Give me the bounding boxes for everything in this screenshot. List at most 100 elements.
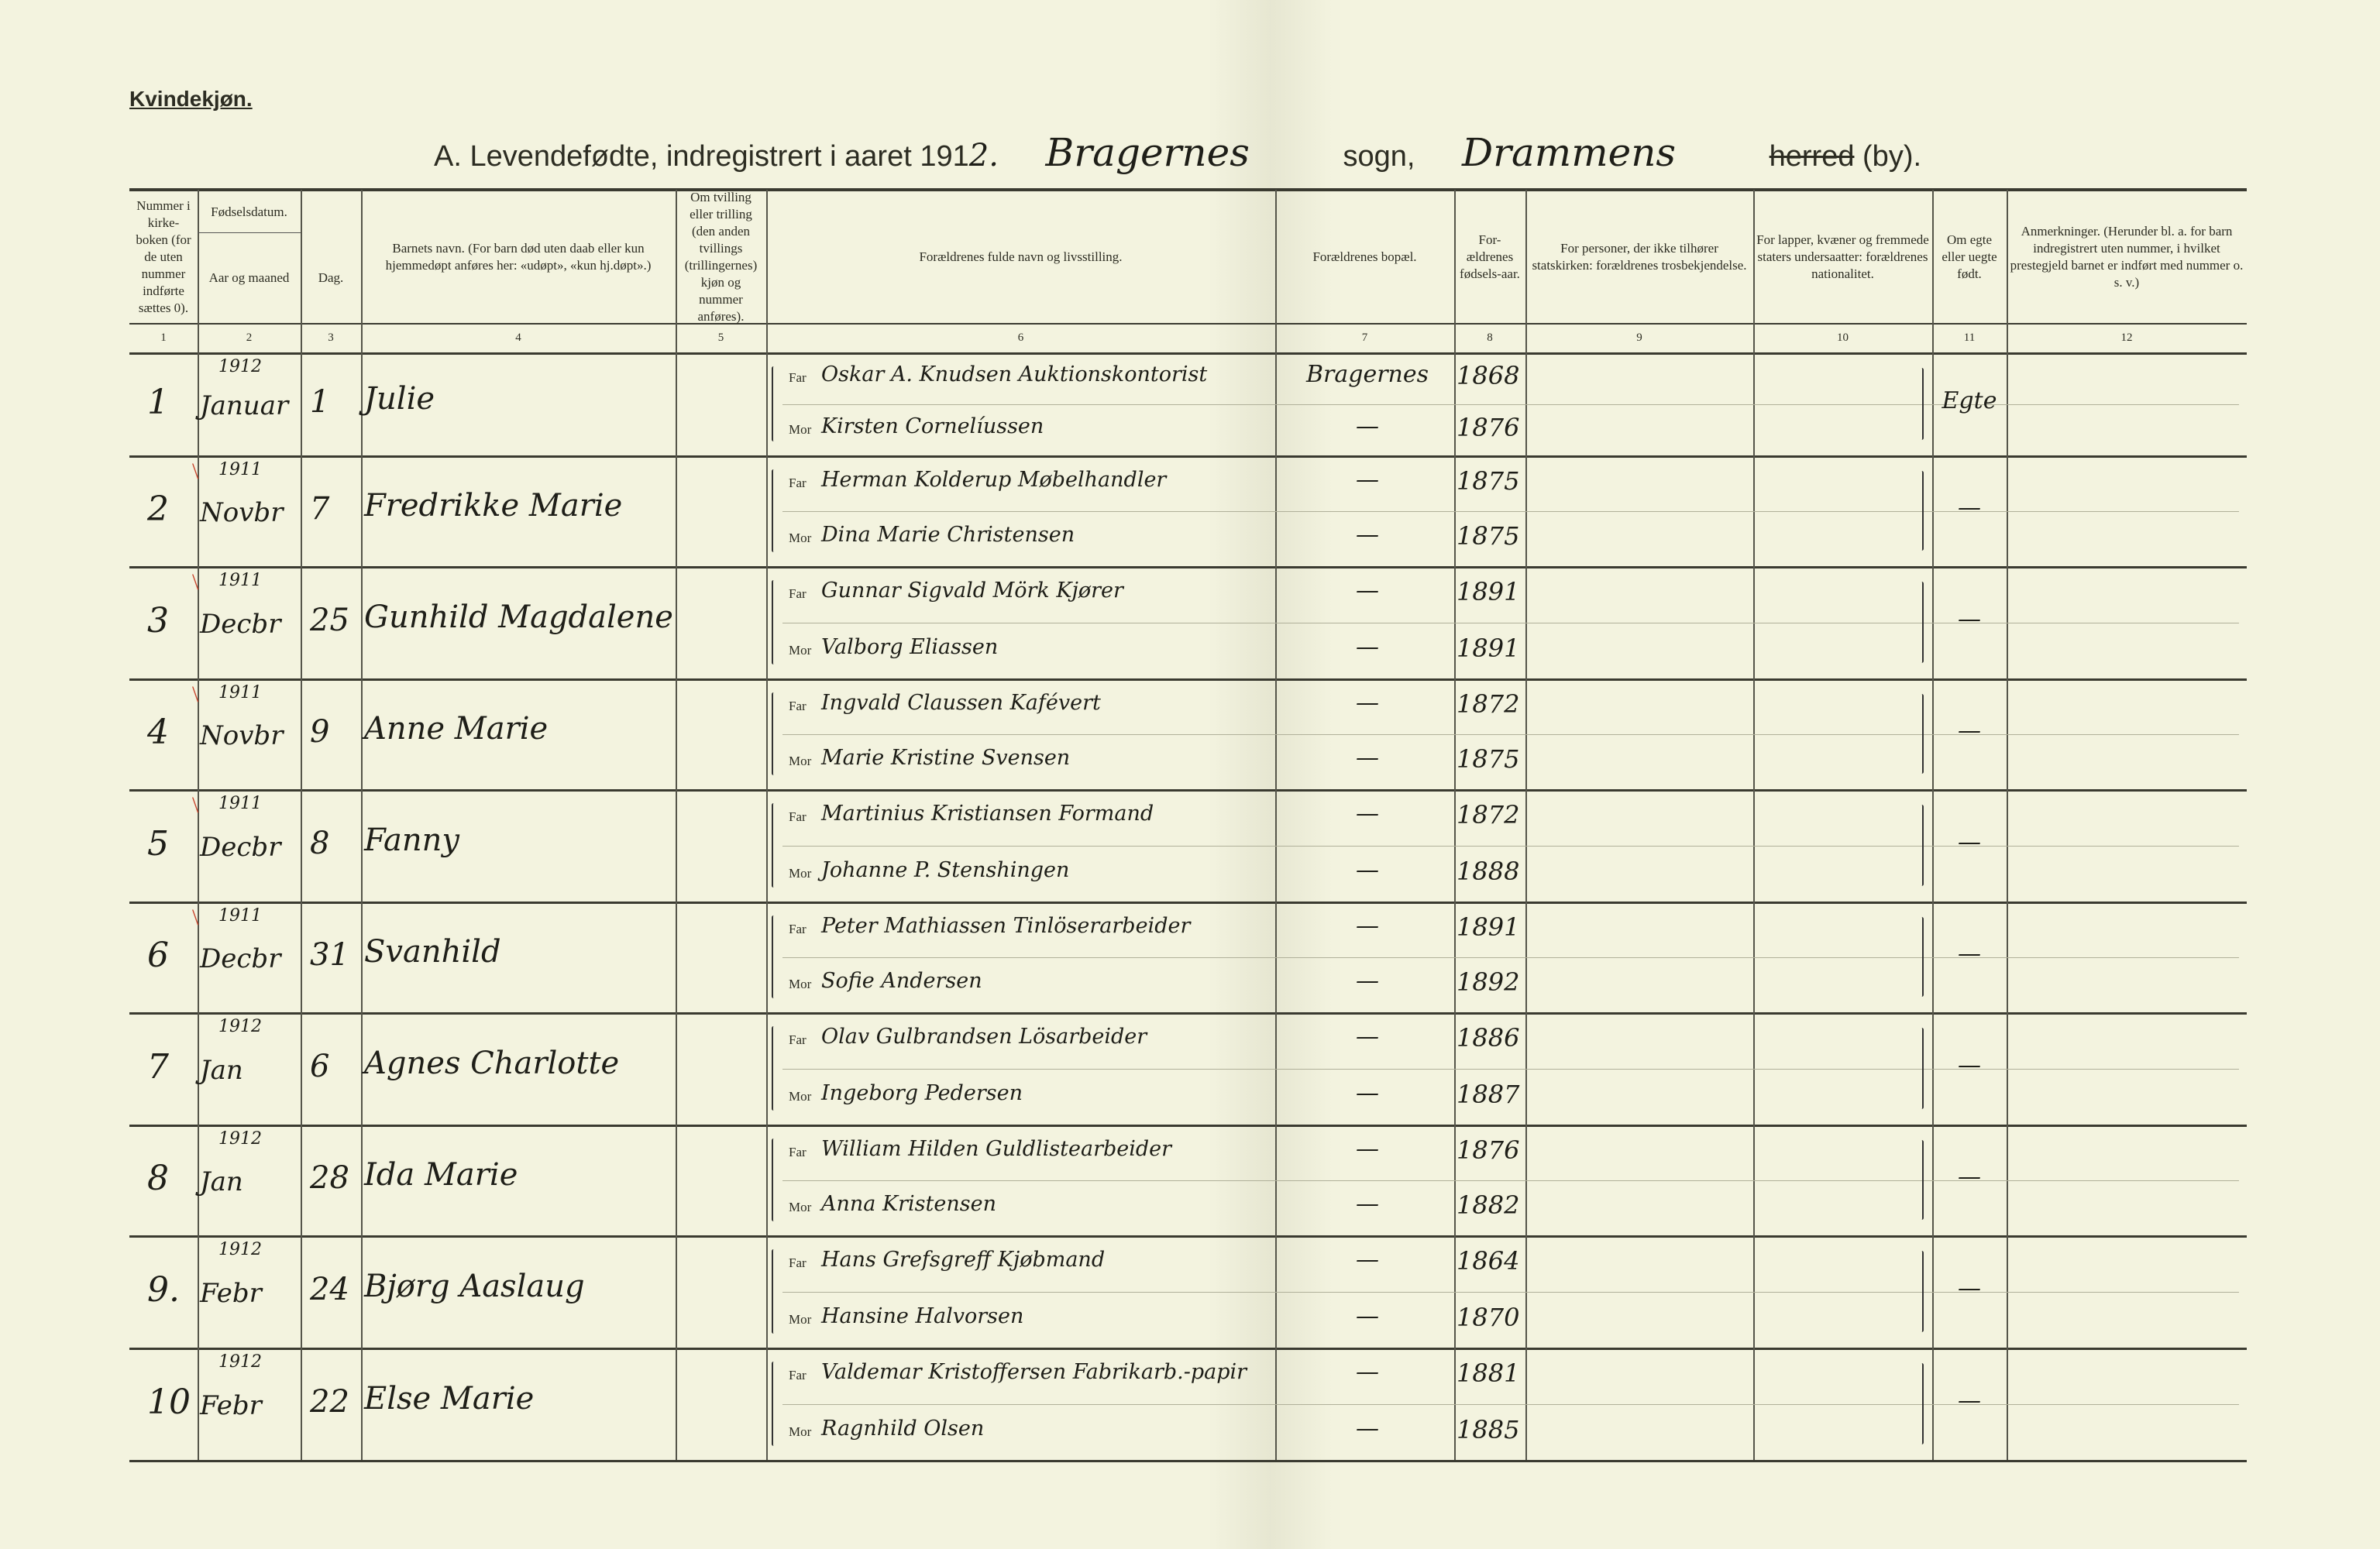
column-number: 11	[1963, 331, 1976, 344]
father-residence: —	[1356, 1246, 1379, 1274]
mor-label: Mor	[789, 865, 812, 881]
far-label: Far	[789, 1144, 807, 1159]
father-birth-year: 1868	[1457, 361, 1520, 391]
father-residence: —	[1356, 800, 1379, 828]
column-header-7: Forældrenes bopæl.	[1312, 249, 1417, 264]
birth-year: 1911	[218, 906, 262, 926]
mother-birth-year: 1892	[1457, 967, 1520, 998]
birth-year: 1912	[218, 1017, 262, 1036]
mother-residence: —	[1356, 967, 1379, 995]
mother-name: Hansine Halvorsen	[821, 1303, 1024, 1328]
far-mor-divider	[782, 1291, 2239, 1293]
parents-brace	[772, 1249, 776, 1334]
father-name-occupation: Valdemar Kristoffersen Fabrikarb.-papir	[821, 1360, 1247, 1385]
legitimacy-brace	[1920, 471, 1924, 551]
birth-year: 1912	[218, 1129, 262, 1149]
mother-name: Marie Kristine Svensen	[821, 746, 1071, 771]
child-name: Fredrikke Marie	[364, 487, 623, 524]
child-name: Svanhild	[364, 933, 501, 970]
father-birth-year: 1891	[1457, 912, 1520, 942]
check-mark-icon: \	[192, 905, 199, 930]
far-mor-divider	[782, 1180, 2239, 1181]
father-name-occupation: Hans Grefsgreff Kjøbmand	[821, 1248, 1106, 1273]
child-name: Anne Marie	[364, 710, 549, 747]
birth-month: Decbr	[200, 831, 281, 863]
column-rule	[361, 190, 363, 1460]
mother-name: Ragnhild Olsen	[821, 1416, 985, 1441]
father-birth-year: 1872	[1457, 689, 1520, 719]
child-name: Julie	[364, 380, 435, 417]
parish-name: Bragernes	[1045, 130, 1250, 175]
legitimacy-brace	[1920, 582, 1924, 663]
birth-day: 25	[310, 602, 349, 638]
column-rule	[301, 190, 302, 1460]
birth-year: 1911	[218, 683, 262, 702]
legitimacy-status: —	[1958, 1163, 1981, 1190]
far-label: Far	[789, 921, 807, 936]
row-rule	[129, 566, 2247, 568]
mor-label: Mor	[789, 421, 812, 437]
birth-year: 1911	[218, 794, 262, 813]
birth-month: Jan	[200, 1054, 243, 1086]
column-header-3: Dag.	[318, 270, 344, 285]
parents-brace	[772, 469, 776, 552]
far-mor-divider	[782, 845, 2239, 847]
father-birth-year: 1876	[1457, 1135, 1520, 1165]
entry-number: 2	[147, 489, 169, 529]
entry-number: 5	[147, 823, 169, 864]
father-residence: Bragernes	[1305, 361, 1429, 389]
father-birth-year: 1864	[1457, 1246, 1520, 1276]
column-header-2: Aar og maaned	[208, 270, 290, 285]
page-fold-shadow	[1209, 0, 1333, 1549]
far-label: Far	[789, 809, 807, 825]
birth-month: Decbr	[200, 943, 281, 974]
far-mor-divider	[782, 404, 2239, 405]
entry-number: 10	[147, 1382, 191, 1422]
child-name: Else Marie	[364, 1380, 535, 1417]
column-header-12: Anmerkninger. (Herunder bl. a. for barn …	[2010, 224, 2244, 290]
birth-day: 22	[310, 1383, 349, 1420]
mother-birth-year: 1875	[1457, 521, 1520, 551]
column-number: 7	[1361, 331, 1368, 344]
mother-birth-year: 1876	[1457, 412, 1520, 442]
birth-month: Januar	[200, 390, 289, 421]
legitimacy-status: Egte	[1941, 386, 1997, 414]
column-rule	[1753, 190, 1755, 1460]
legitimacy-brace	[1920, 368, 1924, 440]
column-rule	[1932, 190, 1934, 1460]
birth-month: Febr	[200, 1277, 262, 1309]
column-rule	[1275, 190, 1277, 1460]
entry-number: 8	[147, 1158, 169, 1198]
date-group-rule	[198, 232, 301, 233]
birth-day: 6	[310, 1048, 330, 1084]
column-rule	[2007, 190, 2008, 1460]
mother-residence: —	[1356, 1079, 1379, 1107]
mother-residence: —	[1356, 633, 1379, 661]
column-header-8: For-ældrenes fødsels-aar.	[1460, 232, 1520, 281]
legitimacy-status: —	[1958, 1386, 1981, 1414]
father-name-occupation: Herman Kolderup Møbelhandler	[821, 467, 1167, 492]
entry-number: 9.	[147, 1269, 180, 1310]
mother-residence: —	[1356, 412, 1379, 440]
check-mark-icon: \	[192, 682, 199, 707]
father-name-occupation: Oskar A. Knudsen Auktionskontorist	[821, 362, 1208, 387]
far-mor-divider	[782, 1068, 2239, 1070]
mother-residence: —	[1356, 856, 1379, 884]
column-number: 9	[1636, 331, 1642, 344]
far-label: Far	[789, 698, 807, 713]
column-rule	[198, 190, 199, 1460]
herred-label: herred	[1769, 140, 1855, 173]
column-header-6: Forældrenes fulde navn og livsstilling.	[919, 249, 1123, 264]
far-mor-divider	[782, 1403, 2239, 1405]
mother-residence: —	[1356, 1414, 1379, 1442]
entry-number: 1	[147, 382, 169, 422]
father-residence: —	[1356, 1023, 1379, 1051]
column-header-4: Barnets navn. (For barn død uten daab el…	[385, 241, 652, 273]
far-label: Far	[789, 586, 807, 602]
mor-label: Mor	[789, 977, 812, 992]
legitimacy-brace	[1920, 1363, 1924, 1444]
father-residence: —	[1356, 689, 1379, 716]
legitimacy-status: —	[1958, 1051, 1981, 1079]
header-bottom-rule	[129, 323, 2247, 325]
far-label: Far	[789, 1032, 807, 1048]
